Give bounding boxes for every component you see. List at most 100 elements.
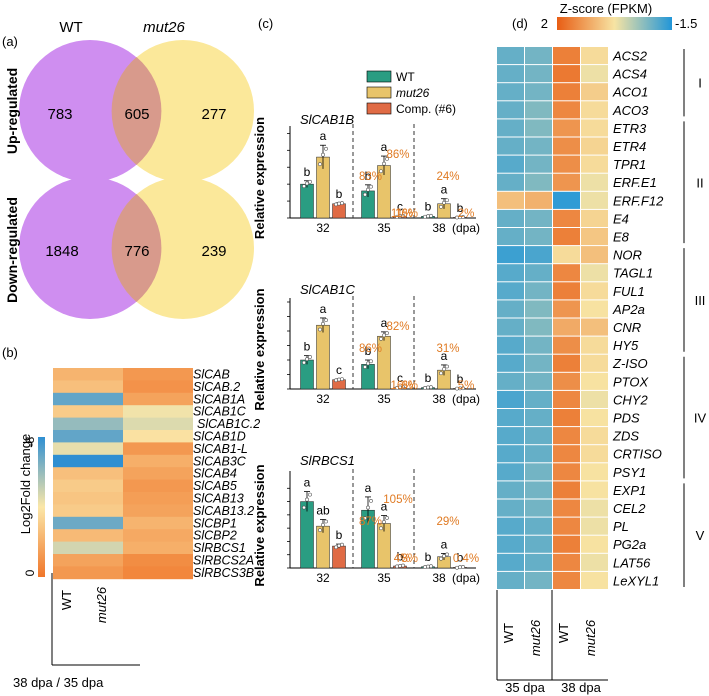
bar-x-tick-label: 38 bbox=[432, 221, 446, 235]
heatmap-d-cell bbox=[553, 119, 580, 137]
bar-significance-letter: c bbox=[397, 371, 403, 385]
heatmap-b-cell bbox=[53, 467, 123, 480]
bar-datapoint bbox=[305, 497, 309, 502]
heatmap-d-cell bbox=[497, 409, 524, 427]
heatmap-b-cell bbox=[123, 368, 193, 381]
heatmap-d-cell bbox=[497, 228, 524, 246]
heatmap-d-cell bbox=[497, 191, 524, 209]
bar-significance-letter: a bbox=[365, 481, 372, 495]
heatmap-b-gene-labels: SlCABSlCAB.2SlCAB1ASlCAB1CSlCAB1C.2SlCAB… bbox=[193, 368, 260, 580]
heatmap-b-cell bbox=[123, 442, 193, 456]
bar-x-tick-label: 38 bbox=[432, 571, 446, 585]
heatmap-d-cell bbox=[525, 47, 552, 65]
bar-datapoint bbox=[302, 505, 306, 510]
heatmap-b-cell bbox=[123, 380, 193, 394]
heatmap-d-scale-title: Z-score (FPKM) bbox=[560, 1, 652, 16]
heatmap-b-gene-label: SlCBP1 bbox=[193, 516, 237, 530]
heatmap-d-cell bbox=[497, 571, 524, 589]
heatmap-b-cell bbox=[53, 392, 123, 406]
heatmap-b-gene-label: SlCAB5 bbox=[193, 479, 237, 493]
heatmap-d-cell bbox=[525, 191, 552, 209]
heatmap-d-cell bbox=[553, 481, 580, 499]
legend-label-mut26: mut26 bbox=[396, 86, 430, 100]
bar-x-tick-label: 32 bbox=[316, 571, 330, 585]
bar-x-tick-label: 35 bbox=[377, 392, 391, 406]
bar bbox=[332, 203, 346, 219]
heatmap-d-cell bbox=[553, 318, 580, 336]
heatmap-d-cell bbox=[581, 517, 608, 535]
heatmap-d-cell bbox=[553, 101, 580, 119]
venn-down-overlap bbox=[111, 194, 162, 302]
heatmap-d-gene-label: PG2a bbox=[613, 537, 646, 552]
heatmap-d-gene-label: NOR bbox=[613, 248, 642, 263]
heatmap-d-cell bbox=[553, 137, 580, 155]
heatmap-d-gene-label: CRTISO bbox=[613, 447, 662, 462]
bar-datapoint bbox=[305, 357, 309, 362]
bar-percentage-label: 4% bbox=[394, 553, 411, 565]
heatmap-d-cell bbox=[525, 390, 552, 408]
bar-datapoint bbox=[337, 201, 341, 206]
heatmap-b-cell bbox=[123, 492, 193, 505]
heatmap-d-cell bbox=[581, 137, 608, 155]
heatmap-b-gene-label: SlCAB3C bbox=[193, 454, 247, 468]
bar-datapoint bbox=[445, 198, 449, 203]
bar-datapoint bbox=[305, 181, 309, 186]
bar-datapoint bbox=[337, 377, 341, 382]
bar-significance-letter: b bbox=[397, 549, 404, 563]
bar-significance-letter: b bbox=[304, 340, 311, 354]
heatmap-b-cell bbox=[123, 467, 193, 480]
heatmap-b-cell bbox=[53, 566, 123, 580]
bar-significance-letter: a bbox=[381, 500, 388, 514]
heatmap-d-group-35: 35 dpa bbox=[505, 680, 546, 695]
heatmap-b-col-wt: WT bbox=[59, 590, 74, 610]
heatmap-b-cell bbox=[123, 417, 193, 431]
heatmap-d-cell bbox=[497, 119, 524, 137]
heatmap-d-cell bbox=[525, 517, 552, 535]
heatmap-d-cell bbox=[581, 409, 608, 427]
heatmap-d-cell bbox=[553, 264, 580, 282]
heatmap-d-cell bbox=[497, 553, 524, 571]
bar-datapoint bbox=[455, 565, 459, 570]
bar-datapoint bbox=[302, 184, 306, 189]
heatmap-d-cell bbox=[497, 336, 524, 354]
bar-datapoint bbox=[321, 321, 325, 326]
bar-percentage-label: 86% bbox=[386, 149, 409, 161]
heatmap-d-cell bbox=[553, 173, 580, 191]
bar-datapoint bbox=[423, 385, 427, 390]
heatmap-d-cell bbox=[581, 155, 608, 173]
bar-percentage-label: 16% bbox=[395, 208, 418, 220]
heatmap-b-cell bbox=[53, 529, 123, 542]
bar-significance-letter: b bbox=[425, 200, 432, 214]
bar-datapoint bbox=[439, 204, 443, 209]
bar-percentage-label: 24% bbox=[436, 171, 459, 183]
heatmap-d-cell bbox=[525, 571, 552, 589]
venn-label-mut26: mut26 bbox=[143, 19, 185, 36]
heatmap-d-gene-label: E8 bbox=[613, 230, 630, 245]
heatmap-d-cell bbox=[525, 137, 552, 155]
heatmap-b-gene-label: SlCAB bbox=[193, 368, 230, 382]
heatmap-d-gene-label: LAT56 bbox=[613, 555, 651, 570]
bar-datapoint bbox=[321, 152, 325, 157]
heatmap-d-cell bbox=[553, 535, 580, 553]
heatmap-d-gene-label: HY5 bbox=[613, 338, 639, 353]
heatmap-d-cell bbox=[497, 372, 524, 390]
heatmap-d-cell bbox=[525, 553, 552, 571]
venn-up: 783 605 277 Up-regulated bbox=[4, 40, 254, 182]
heatmap-d-cell bbox=[581, 427, 608, 445]
heatmap-d-cell bbox=[581, 264, 608, 282]
heatmap-d-gene-label: ACS2 bbox=[612, 49, 648, 64]
heatmap-d-gene-label: TAGL1 bbox=[613, 266, 653, 281]
panel-a-venn: WT mut26 783 605 277 Up-regulated 1848 7… bbox=[4, 19, 254, 319]
heatmap-d-cell bbox=[525, 354, 552, 372]
heatmap-d-gene-label: ETR3 bbox=[613, 121, 647, 136]
bar-datapoint bbox=[334, 378, 338, 383]
bar-datapoint bbox=[302, 360, 306, 365]
bar-datapoint bbox=[401, 385, 405, 390]
heatmap-d-cell bbox=[553, 65, 580, 83]
bar-significance-letter: b bbox=[336, 528, 343, 542]
heatmap-d-cell bbox=[581, 300, 608, 318]
bar-significance-letter: b bbox=[304, 165, 311, 179]
